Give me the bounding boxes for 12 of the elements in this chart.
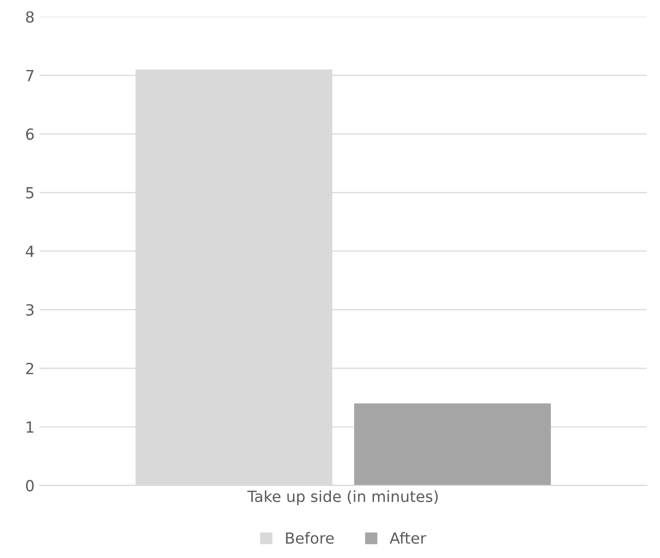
y-tick-label: 0 (26, 480, 34, 492)
legend-label: Before (286, 532, 334, 544)
y-tick-label: 1 (26, 422, 34, 433)
y-tick-label: 2 (26, 362, 34, 374)
y-tick-label: 5 (26, 187, 34, 199)
y-tick-label: 4 (26, 246, 34, 257)
y-tick-label: 6 (26, 128, 34, 140)
y-tick-label: 3 (26, 304, 34, 316)
legend-label: After (390, 532, 426, 544)
y-tick-label: 8 (26, 11, 34, 23)
x-tick-label: Take up side (in minutes) (247, 490, 438, 506)
y-tick-label: 7 (26, 70, 34, 82)
